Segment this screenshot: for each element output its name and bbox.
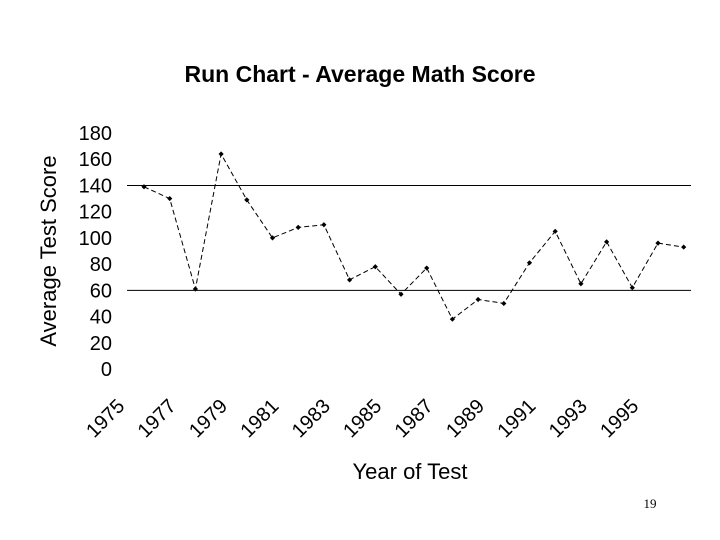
- data-point: [424, 265, 430, 271]
- data-point: [604, 239, 610, 245]
- x-tick-label: 1979: [185, 395, 232, 442]
- data-point: [681, 244, 687, 250]
- page-number: 19: [644, 496, 657, 511]
- data-point: [449, 316, 455, 322]
- data-markers: [141, 151, 687, 322]
- x-tick-label: 1993: [545, 395, 592, 442]
- y-tick-label: 20: [90, 333, 112, 355]
- x-tick-label: 1977: [134, 395, 181, 442]
- x-tick-label: 1987: [391, 395, 438, 442]
- x-tick-label: 1989: [442, 395, 489, 442]
- data-point: [578, 281, 584, 287]
- data-point: [167, 195, 173, 202]
- chart-title: Run Chart - Average Math Score: [184, 61, 535, 87]
- y-tick-label: 80: [90, 254, 112, 276]
- y-tick-label: 160: [79, 149, 112, 171]
- y-tick-label: 100: [79, 228, 112, 250]
- data-point: [269, 235, 276, 241]
- data-point: [629, 285, 635, 291]
- data-point: [398, 291, 404, 297]
- x-tick-label: 1983: [288, 395, 335, 442]
- data-point: [192, 286, 198, 292]
- x-tick-label: 1991: [493, 395, 540, 442]
- x-tick-label: 1995: [596, 395, 643, 442]
- data-point: [244, 197, 250, 203]
- data-point: [141, 184, 147, 190]
- gridlines: [127, 184, 691, 291]
- y-tick-label: 180: [79, 123, 112, 145]
- x-tick-label: 1981: [236, 395, 283, 442]
- y-tick-label: 60: [90, 280, 112, 302]
- data-point: [475, 296, 481, 303]
- y-axis-label: Average Test Score: [36, 155, 61, 346]
- x-axis-ticks: 1975 1977 1979 1981 1983 1985 1987 1989 1991 1993…: [82, 395, 643, 442]
- data-point: [347, 277, 353, 283]
- x-tick-label: 1975: [82, 395, 129, 442]
- data-point: [501, 300, 507, 307]
- data-point: [295, 224, 301, 230]
- data-point: [655, 240, 661, 246]
- y-tick-label: 140: [79, 175, 112, 197]
- y-axis-ticks: 0 20 40 60 80 100 120 140 160 180: [79, 123, 112, 381]
- data-point: [552, 228, 558, 234]
- y-tick-label: 0: [101, 359, 112, 381]
- y-tick-label: 120: [79, 202, 112, 224]
- y-tick-label: 40: [90, 307, 112, 329]
- x-axis-label: Year of Test: [353, 459, 468, 484]
- data-point: [526, 260, 533, 266]
- data-point: [218, 151, 224, 157]
- data-point: [372, 264, 378, 270]
- series-line: [143, 152, 684, 320]
- data-point: [321, 222, 327, 228]
- x-tick-label: 1985: [339, 395, 386, 442]
